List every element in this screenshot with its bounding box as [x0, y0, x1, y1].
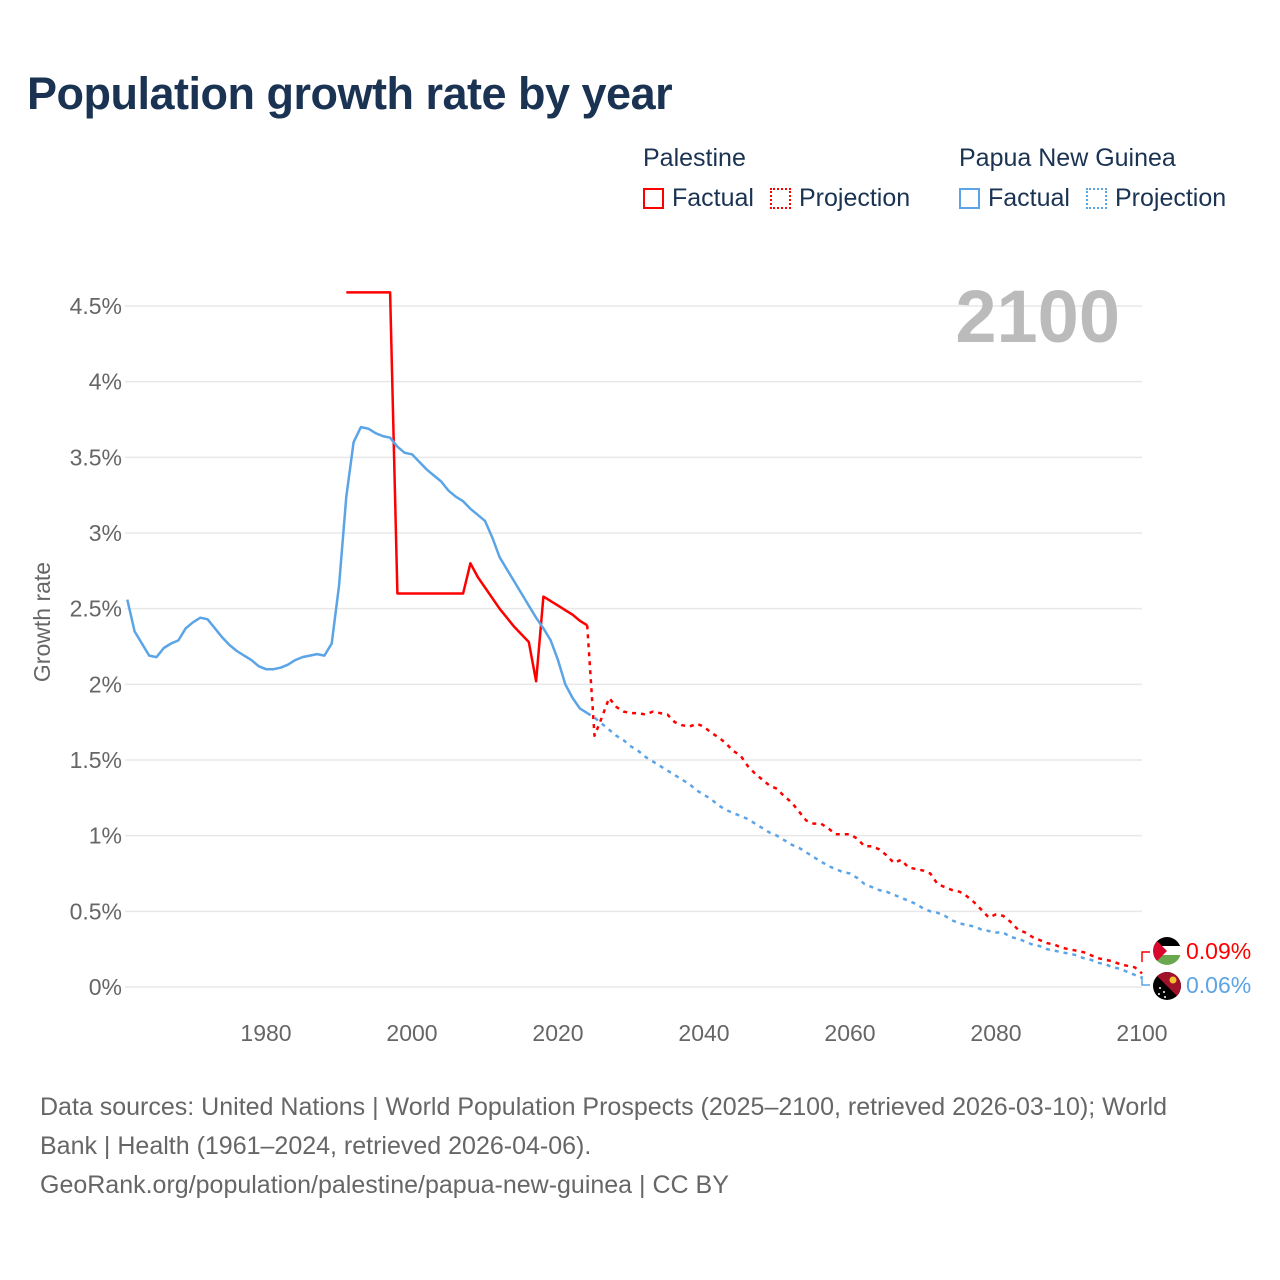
palestine-flag-icon [1153, 937, 1181, 965]
x-axis-ticks: 1980 2000 2020 2040 2060 2080 2100 [240, 1020, 1167, 1046]
legend-swatch-dotted [1085, 188, 1107, 209]
palestine-end-value: 0.09% [1186, 938, 1251, 964]
legend-label: Factual [988, 184, 1070, 212]
y-tick-label: 2% [89, 671, 122, 697]
legend-country-label: Palestine [643, 144, 746, 172]
y-tick-label: 1.5% [70, 747, 122, 773]
series-line-papua-new-guinea-projection [586, 712, 1143, 980]
papua-new-guinea-flag-icon [1153, 972, 1181, 1000]
x-tick-label: 2080 [970, 1020, 1021, 1046]
series-line-palestine-factual [346, 291, 588, 683]
legend-label: Projection [798, 184, 911, 212]
legend-swatch-solid [959, 188, 980, 209]
end-labels: 0.09% 0.06% [1141, 937, 1251, 1000]
legend-label: Factual [672, 184, 754, 212]
y-axis-ticks: 0% 0.5% 1% 1.5% 2% 2.5% 3% 3.5% 4% 4.5% [70, 293, 122, 1000]
y-tick-label: 4.5% [70, 293, 122, 319]
palestine-connector [1141, 951, 1150, 962]
series-line-palestine-projection [585, 625, 1143, 975]
y-tick-label: 1% [89, 823, 122, 849]
attribution-link[interactable]: GeoRank.org/population/palestine/papua-n… [40, 1171, 729, 1199]
y-tick-label: 4% [89, 369, 122, 395]
legend-item-palestine-factual[interactable]: Factual [643, 184, 754, 213]
chart-title: Population growth rate by year [27, 68, 673, 119]
x-tick-label: 2000 [386, 1020, 437, 1046]
y-tick-label: 2.5% [70, 596, 122, 622]
x-tick-label: 2020 [532, 1020, 583, 1046]
gridlines [125, 305, 1142, 988]
footer: Data sources: United Nations | World Pop… [40, 1088, 1230, 1205]
legend-item-png-factual[interactable]: Factual [959, 184, 1070, 213]
y-tick-label: 0% [89, 974, 122, 1000]
legend-label: Projection [1114, 184, 1227, 212]
y-tick-label: 0.5% [70, 898, 122, 924]
png-connector [1141, 976, 1150, 986]
x-tick-label: 2100 [1116, 1020, 1167, 1046]
series-line-papua-new-guinea-factual [126, 425, 588, 715]
legend-item-palestine-projection[interactable]: Projection [769, 184, 911, 213]
legend-group-palestine: Palestine Factual Projection [643, 144, 926, 213]
x-tick-label: 1980 [240, 1020, 291, 1046]
y-axis-label: Growth rate [29, 562, 55, 682]
legend-swatch-dotted [769, 188, 791, 209]
legend-item-png-projection[interactable]: Projection [1085, 184, 1227, 213]
data-sources: Data sources: United Nations | World Pop… [40, 1093, 1168, 1160]
current-year-label: 2100 [955, 275, 1120, 358]
y-tick-label: 3% [89, 520, 122, 546]
y-tick-label: 3.5% [70, 444, 122, 470]
series-lines [126, 291, 1143, 980]
x-tick-label: 2040 [678, 1020, 729, 1046]
legend-group-papua-new-guinea: Papua New Guinea Factual Projection [959, 144, 1242, 213]
legend-swatch-solid [643, 188, 664, 209]
png-end-value: 0.06% [1186, 972, 1251, 998]
legend-country-label: Papua New Guinea [959, 144, 1176, 172]
x-tick-label: 2060 [824, 1020, 875, 1046]
